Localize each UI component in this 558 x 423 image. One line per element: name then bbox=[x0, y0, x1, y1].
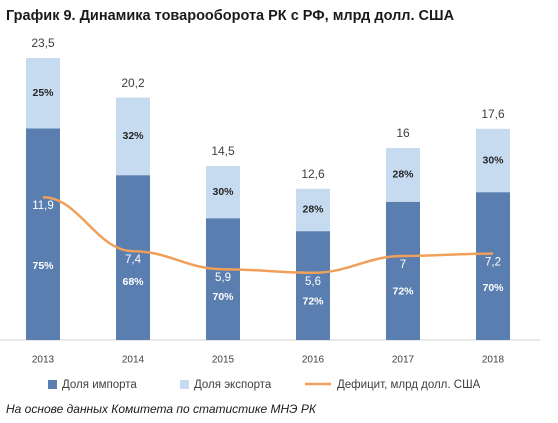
deficit-label: 5,9 bbox=[215, 272, 231, 284]
export-segment bbox=[206, 166, 240, 219]
chart-title: График 9. Динамика товарооборота РК с РФ… bbox=[6, 8, 455, 24]
deficit-line bbox=[42, 195, 494, 275]
export-segment bbox=[116, 97, 150, 176]
deficit-label: 5,6 bbox=[305, 276, 321, 288]
import-label: 75% bbox=[32, 260, 54, 272]
export-label: 28% bbox=[392, 169, 414, 181]
deficit-label: 7,2 bbox=[485, 257, 501, 269]
total-label: 23,5 bbox=[31, 36, 55, 50]
import-label: 70% bbox=[482, 282, 504, 294]
deficit-label: 7 bbox=[400, 259, 406, 271]
total-label: 12,6 bbox=[301, 167, 325, 181]
import-label: 72% bbox=[392, 285, 414, 297]
legend-swatch bbox=[48, 380, 57, 389]
legend-label: Дефицит, млрд долл. США bbox=[337, 379, 481, 391]
x-tick-label: 2014 bbox=[122, 355, 145, 366]
import-segment bbox=[296, 231, 330, 340]
export-label: 28% bbox=[302, 204, 324, 216]
legend-swatch bbox=[180, 380, 189, 389]
import-segment bbox=[116, 175, 150, 340]
import-segment bbox=[206, 218, 240, 340]
export-segment bbox=[296, 188, 330, 232]
export-label: 25% bbox=[32, 87, 54, 99]
x-tick-label: 2018 bbox=[482, 355, 505, 366]
total-label: 16 bbox=[396, 126, 410, 140]
total-label: 20,2 bbox=[121, 76, 145, 90]
x-tick-label: 2013 bbox=[32, 355, 55, 366]
x-tick-label: 2016 bbox=[302, 355, 325, 366]
export-label: 30% bbox=[212, 186, 234, 198]
total-label: 14,5 bbox=[211, 144, 235, 158]
export-label: 30% bbox=[482, 154, 504, 166]
import-segment bbox=[386, 201, 420, 340]
total-label: 17,6 bbox=[481, 107, 505, 121]
export-segment bbox=[386, 148, 420, 202]
x-tick-label: 2017 bbox=[392, 355, 415, 366]
legend-label: Доля импорта bbox=[62, 379, 137, 391]
export-segment bbox=[476, 128, 510, 193]
x-tick-label: 2015 bbox=[212, 355, 235, 366]
footnote: На основе данных Комитета по статистике … bbox=[6, 402, 317, 416]
deficit-label: 11,9 bbox=[32, 200, 54, 212]
export-label: 32% bbox=[122, 130, 144, 142]
deficit-label: 7,4 bbox=[125, 254, 142, 266]
import-label: 72% bbox=[302, 296, 324, 308]
import-label: 68% bbox=[122, 276, 144, 288]
import-label: 70% bbox=[212, 291, 234, 303]
legend-label: Доля экспорта bbox=[194, 379, 272, 391]
export-segment bbox=[26, 58, 60, 129]
import-segment bbox=[476, 192, 510, 340]
import-segment bbox=[26, 128, 60, 340]
